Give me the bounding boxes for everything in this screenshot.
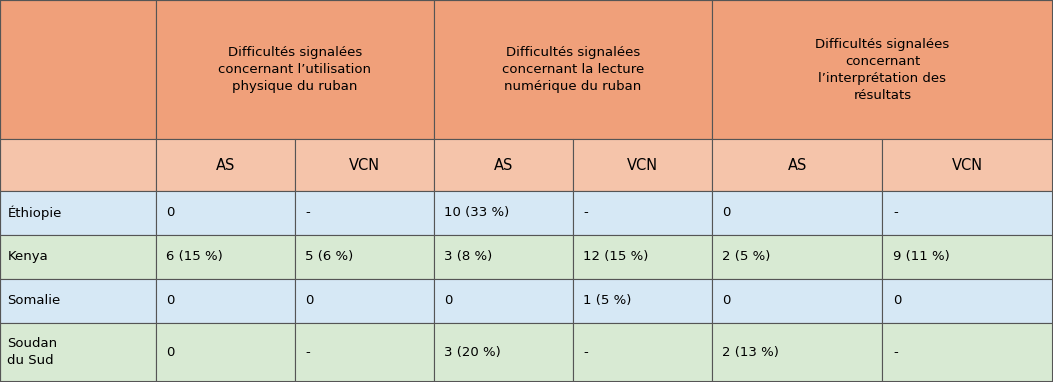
Text: Soudan
du Sud: Soudan du Sud bbox=[7, 337, 58, 367]
Bar bbox=[712, 139, 882, 191]
Bar bbox=[156, 139, 295, 191]
Text: 0: 0 bbox=[166, 346, 175, 359]
Text: Difficultés signalées
concernant
l’interprétation des
résultats: Difficultés signalées concernant l’inter… bbox=[815, 38, 950, 102]
Text: 1 (5 %): 1 (5 %) bbox=[583, 294, 632, 308]
Text: 0: 0 bbox=[893, 294, 901, 308]
Text: AS: AS bbox=[494, 158, 513, 173]
Text: -: - bbox=[893, 346, 898, 359]
Bar bbox=[882, 191, 1053, 235]
Text: Kenya: Kenya bbox=[7, 250, 48, 264]
Text: 12 (15 %): 12 (15 %) bbox=[583, 250, 649, 264]
Text: 0: 0 bbox=[166, 206, 175, 220]
Bar bbox=[0, 191, 156, 235]
Text: AS: AS bbox=[216, 158, 235, 173]
Bar bbox=[0, 235, 156, 279]
Bar bbox=[434, 235, 573, 279]
Text: 6 (15 %): 6 (15 %) bbox=[166, 250, 223, 264]
Bar bbox=[156, 235, 295, 279]
Bar bbox=[156, 323, 295, 382]
Text: -: - bbox=[305, 206, 311, 220]
Bar bbox=[712, 191, 882, 235]
Text: VCN: VCN bbox=[952, 158, 984, 173]
Text: VCN: VCN bbox=[627, 158, 658, 173]
Text: -: - bbox=[893, 206, 898, 220]
Bar bbox=[882, 323, 1053, 382]
Text: 2 (13 %): 2 (13 %) bbox=[722, 346, 779, 359]
Text: VCN: VCN bbox=[349, 158, 380, 173]
Text: 5 (6 %): 5 (6 %) bbox=[305, 250, 354, 264]
Bar bbox=[882, 279, 1053, 323]
Text: -: - bbox=[583, 206, 589, 220]
Bar bbox=[573, 235, 712, 279]
Bar bbox=[573, 139, 712, 191]
Bar bbox=[295, 279, 434, 323]
Bar bbox=[0, 279, 156, 323]
Text: Éthiopie: Éthiopie bbox=[7, 206, 62, 220]
Text: Difficultés signalées
concernant la lecture
numérique du ruban: Difficultés signalées concernant la lect… bbox=[501, 46, 644, 93]
Bar bbox=[295, 139, 434, 191]
Bar bbox=[434, 191, 573, 235]
Text: Somalie: Somalie bbox=[7, 294, 61, 308]
Bar bbox=[434, 0, 712, 139]
Bar bbox=[434, 323, 573, 382]
Text: 0: 0 bbox=[722, 206, 731, 220]
Bar bbox=[0, 0, 156, 139]
Text: -: - bbox=[583, 346, 589, 359]
Bar bbox=[295, 323, 434, 382]
Bar bbox=[712, 235, 882, 279]
Bar bbox=[0, 323, 156, 382]
Text: 3 (20 %): 3 (20 %) bbox=[444, 346, 501, 359]
Bar bbox=[882, 139, 1053, 191]
Bar bbox=[573, 279, 712, 323]
Bar bbox=[573, 191, 712, 235]
Bar bbox=[434, 279, 573, 323]
Text: -: - bbox=[305, 346, 311, 359]
Text: 0: 0 bbox=[722, 294, 731, 308]
Bar bbox=[156, 279, 295, 323]
Text: 2 (5 %): 2 (5 %) bbox=[722, 250, 771, 264]
Bar bbox=[156, 191, 295, 235]
Text: 3 (8 %): 3 (8 %) bbox=[444, 250, 493, 264]
Text: 10 (33 %): 10 (33 %) bbox=[444, 206, 510, 220]
Bar bbox=[712, 0, 1053, 139]
Text: Difficultés signalées
concernant l’utilisation
physique du ruban: Difficultés signalées concernant l’utili… bbox=[218, 46, 372, 93]
Bar bbox=[295, 191, 434, 235]
Text: 0: 0 bbox=[305, 294, 314, 308]
Bar bbox=[573, 323, 712, 382]
Text: AS: AS bbox=[788, 158, 807, 173]
Bar bbox=[712, 323, 882, 382]
Text: 0: 0 bbox=[444, 294, 453, 308]
Text: 9 (11 %): 9 (11 %) bbox=[893, 250, 950, 264]
Bar bbox=[295, 235, 434, 279]
Bar bbox=[882, 235, 1053, 279]
Bar bbox=[712, 279, 882, 323]
Bar bbox=[0, 139, 156, 191]
Bar bbox=[156, 0, 434, 139]
Text: 0: 0 bbox=[166, 294, 175, 308]
Bar bbox=[434, 139, 573, 191]
